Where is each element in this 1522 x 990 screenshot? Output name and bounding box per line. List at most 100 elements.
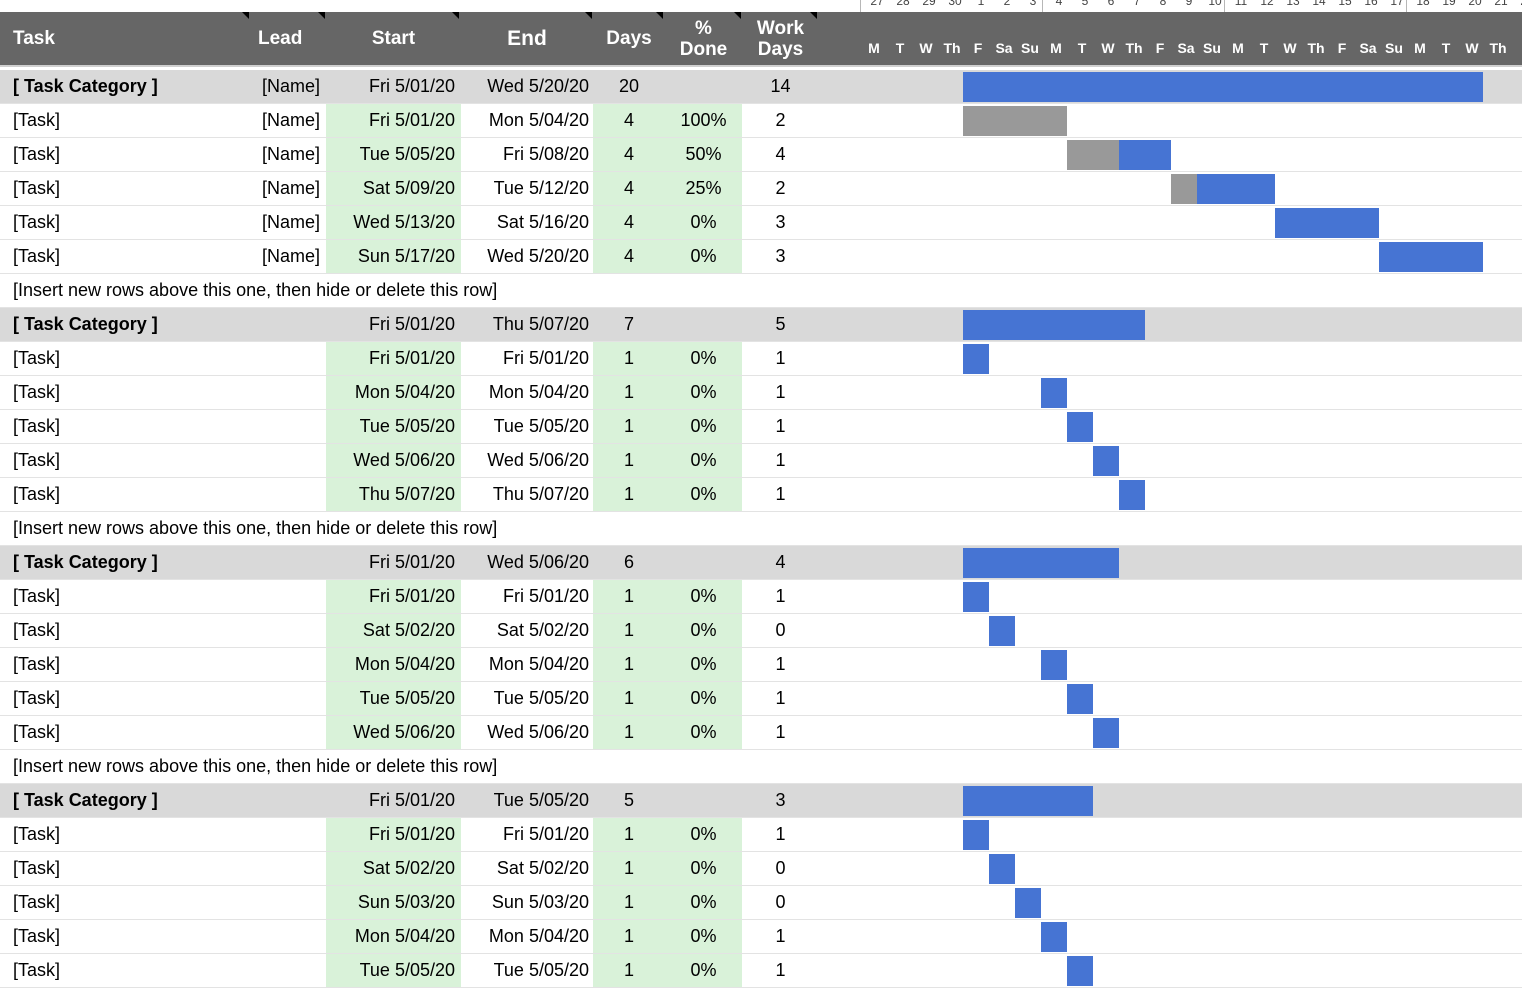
days-cell[interactable]: 1 (593, 410, 665, 443)
start-date-cell[interactable]: Tue 5/05/20 (326, 954, 461, 987)
header-pct-done[interactable]: % Done (665, 12, 742, 65)
work-days-cell[interactable]: 3 (775, 212, 786, 232)
task-name-cell[interactable]: [Task] (13, 722, 61, 742)
work-days-cell[interactable]: 2 (775, 110, 786, 130)
header-days[interactable]: Days (593, 12, 665, 65)
end-date-cell[interactable]: Wed 5/06/20 (487, 722, 589, 742)
task-name-cell[interactable]: [Task] (13, 110, 61, 130)
end-date-cell[interactable]: Tue 5/05/20 (493, 688, 589, 708)
work-days-cell[interactable]: 0 (775, 892, 786, 912)
lead-cell[interactable] (250, 818, 320, 851)
end-date-cell[interactable]: Mon 5/04/20 (488, 926, 589, 946)
percent-done-cell[interactable]: 0% (665, 614, 742, 647)
days-cell[interactable]: 4 (593, 240, 665, 273)
column-menu-icon[interactable] (585, 12, 592, 19)
lead-cell[interactable]: [Name] (261, 76, 320, 96)
days-cell[interactable]: 1 (593, 478, 665, 511)
percent-done-cell[interactable]: 0% (665, 818, 742, 851)
lead-cell[interactable] (250, 784, 320, 817)
percent-done-cell[interactable]: 0% (665, 580, 742, 613)
days-cell[interactable]: 1 (593, 954, 665, 987)
lead-cell[interactable]: [Name] (261, 246, 320, 266)
work-days-cell[interactable]: 0 (775, 620, 786, 640)
lead-cell[interactable] (250, 546, 320, 579)
percent-done-cell[interactable] (665, 784, 742, 817)
task-name-cell[interactable]: [Task] (13, 178, 61, 198)
work-days-cell[interactable]: 1 (775, 348, 786, 368)
task-name-cell[interactable]: [Task] (13, 246, 61, 266)
task-name-cell[interactable]: [ Task Category ] (13, 76, 158, 96)
header-start[interactable]: Start (326, 12, 461, 65)
percent-done-cell[interactable]: 0% (665, 342, 742, 375)
days-cell[interactable]: 1 (593, 920, 665, 953)
end-date-cell[interactable]: Wed 5/06/20 (487, 552, 589, 572)
lead-cell[interactable] (250, 886, 320, 919)
percent-done-cell[interactable]: 0% (665, 648, 742, 681)
task-name-cell[interactable]: [Task] (13, 620, 61, 640)
start-date-cell[interactable]: Wed 5/13/20 (326, 206, 461, 239)
end-date-cell[interactable]: Wed 5/20/20 (487, 246, 589, 266)
work-days-cell[interactable]: 1 (775, 382, 786, 402)
column-menu-icon[interactable] (242, 12, 249, 19)
days-cell[interactable]: 1 (593, 342, 665, 375)
header-work-days[interactable]: Work Days (742, 12, 819, 65)
task-name-cell[interactable]: [ Task Category ] (13, 314, 158, 334)
end-date-cell[interactable]: Fri 5/01/20 (502, 824, 589, 844)
end-date-cell[interactable]: Mon 5/04/20 (488, 110, 589, 130)
lead-cell[interactable] (250, 920, 320, 953)
start-date-cell[interactable]: Mon 5/04/20 (326, 376, 461, 409)
lead-cell[interactable] (250, 478, 320, 511)
percent-done-cell[interactable]: 0% (665, 240, 742, 273)
task-name-cell[interactable]: [Task] (13, 586, 61, 606)
work-days-cell[interactable]: 1 (775, 416, 786, 436)
work-days-cell[interactable]: 0 (775, 858, 786, 878)
end-date-cell[interactable]: Fri 5/08/20 (502, 144, 589, 164)
work-days-cell[interactable]: 1 (775, 654, 786, 674)
percent-done-cell[interactable]: 100% (665, 104, 742, 137)
end-date-cell[interactable]: Tue 5/05/20 (493, 790, 589, 810)
task-name-cell[interactable]: [ Task Category ] (13, 552, 158, 572)
column-menu-icon[interactable] (734, 12, 741, 19)
task-name-cell[interactable]: [Task] (13, 212, 61, 232)
percent-done-cell[interactable]: 0% (665, 920, 742, 953)
lead-cell[interactable] (250, 614, 320, 647)
lead-cell[interactable] (250, 376, 320, 409)
days-cell[interactable]: 1 (593, 614, 665, 647)
percent-done-cell[interactable]: 0% (665, 478, 742, 511)
percent-done-cell[interactable]: 0% (665, 444, 742, 477)
header-task[interactable]: Task (13, 12, 213, 65)
work-days-cell[interactable]: 14 (770, 76, 791, 96)
task-name-cell[interactable]: [Task] (13, 688, 61, 708)
percent-done-cell[interactable] (665, 308, 742, 341)
task-name-cell[interactable]: [Task] (13, 858, 61, 878)
lead-cell[interactable]: [Name] (261, 144, 320, 164)
end-date-cell[interactable]: Wed 5/20/20 (487, 76, 589, 96)
end-date-cell[interactable]: Thu 5/07/20 (492, 314, 589, 334)
insert-hint-text[interactable]: [Insert new rows above this one, then hi… (13, 280, 498, 300)
end-date-cell[interactable]: Sat 5/02/20 (496, 620, 589, 640)
days-cell[interactable]: 20 (618, 76, 640, 96)
start-date-cell[interactable]: Sat 5/02/20 (326, 852, 461, 885)
task-name-cell[interactable]: [Task] (13, 926, 61, 946)
percent-done-cell[interactable]: 0% (665, 886, 742, 919)
lead-cell[interactable]: [Name] (261, 212, 320, 232)
days-cell[interactable]: 7 (623, 314, 634, 334)
start-date-cell[interactable]: Sat 5/02/20 (326, 614, 461, 647)
start-date-cell[interactable]: Fri 5/01/20 (368, 76, 455, 96)
column-menu-icon[interactable] (318, 12, 325, 19)
start-date-cell[interactable]: Tue 5/05/20 (326, 682, 461, 715)
percent-done-cell[interactable]: 0% (665, 410, 742, 443)
percent-done-cell[interactable]: 25% (665, 172, 742, 205)
end-date-cell[interactable]: Fri 5/01/20 (502, 348, 589, 368)
start-date-cell[interactable]: Fri 5/01/20 (326, 818, 461, 851)
percent-done-cell[interactable]: 50% (665, 138, 742, 171)
column-menu-icon[interactable] (452, 12, 459, 19)
work-days-cell[interactable]: 1 (775, 450, 786, 470)
work-days-cell[interactable]: 1 (775, 722, 786, 742)
days-cell[interactable]: 4 (593, 206, 665, 239)
end-date-cell[interactable]: Mon 5/04/20 (488, 382, 589, 402)
percent-done-cell[interactable]: 0% (665, 376, 742, 409)
task-name-cell[interactable]: [Task] (13, 416, 61, 436)
start-date-cell[interactable]: Fri 5/01/20 (326, 104, 461, 137)
start-date-cell[interactable]: Sun 5/17/20 (326, 240, 461, 273)
